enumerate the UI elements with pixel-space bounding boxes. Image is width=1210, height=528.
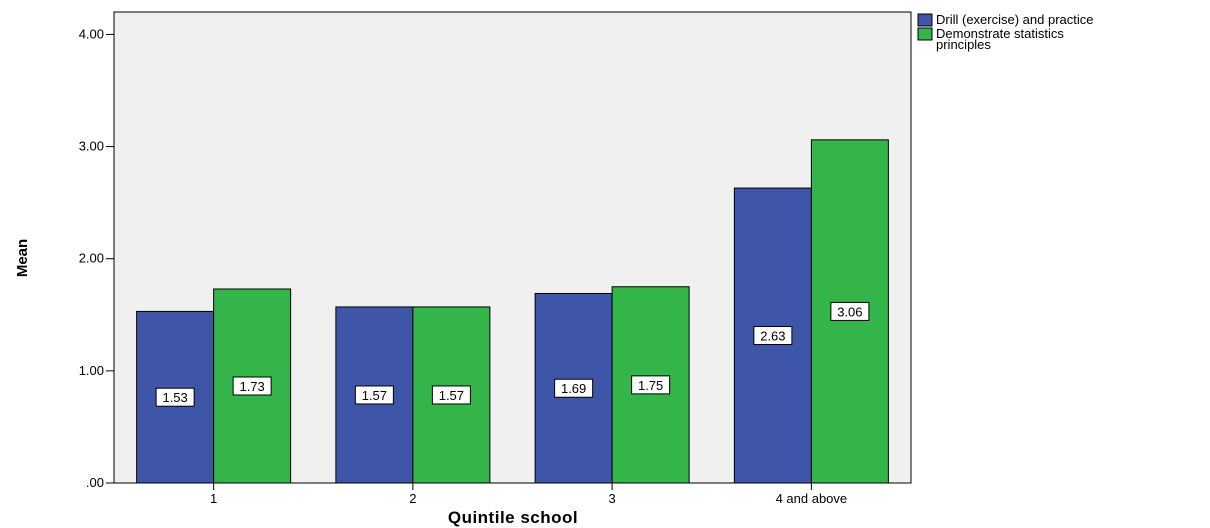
y-tick-label: 1.00 [79, 363, 104, 378]
x-tick-label: 3 [609, 491, 616, 506]
data-label: 1.57 [354, 385, 394, 405]
data-label-box [155, 387, 195, 407]
data-label-text: 1.57 [439, 388, 464, 403]
data-label-text: 1.75 [638, 378, 663, 393]
data-label: 1.75 [631, 375, 671, 395]
data-label-box [631, 375, 671, 395]
x-tick-label: 2 [409, 491, 416, 506]
data-labels: 1.53 1.73 1.57 1.57 1.69 1.75 2.63 3.06 [155, 301, 870, 407]
data-label: 1.57 [431, 385, 471, 405]
data-label-box [554, 378, 594, 398]
data-label: 1.69 [554, 378, 594, 398]
data-label-text: 2.63 [760, 329, 785, 344]
legend-swatch [917, 27, 933, 41]
data-label: 1.73 [232, 376, 272, 396]
data-label-box [830, 301, 870, 321]
data-label-text: 1.57 [362, 388, 387, 403]
x-axis: 1 2 3 4 and above [210, 483, 847, 506]
data-label-box [431, 385, 471, 405]
data-label: 3.06 [830, 301, 870, 321]
legend-label: Demonstrate statistics [936, 26, 1064, 41]
y-axis: .00 1.00 2.00 3.00 4.00 [79, 26, 114, 490]
data-label-text: 1.53 [162, 390, 187, 405]
x-tick-label: 4 and above [776, 491, 848, 506]
x-axis-title: Quintile school [448, 508, 578, 527]
data-label-text: 3.06 [837, 304, 862, 319]
y-tick-label: 2.00 [79, 251, 104, 266]
legend-swatch [917, 13, 933, 27]
data-label-text: 1.73 [239, 379, 264, 394]
legend-label: principles [936, 37, 991, 52]
legend-label: Drill (exercise) and practice [936, 12, 1094, 27]
data-label-box [753, 326, 793, 346]
data-label: 2.63 [753, 326, 793, 346]
x-tick-label: 1 [210, 491, 217, 506]
data-label: 1.53 [155, 387, 195, 407]
data-label-box [232, 376, 272, 396]
legend: Drill (exercise) and practiceDemonstrate… [917, 12, 1094, 52]
y-tick-label: 3.00 [79, 139, 104, 154]
y-tick-label: .00 [86, 475, 104, 490]
data-label-box [354, 385, 394, 405]
y-axis-title: Mean [14, 239, 31, 277]
data-label-text: 1.69 [561, 381, 586, 396]
bar [412, 306, 491, 484]
y-tick-label: 4.00 [79, 26, 104, 41]
